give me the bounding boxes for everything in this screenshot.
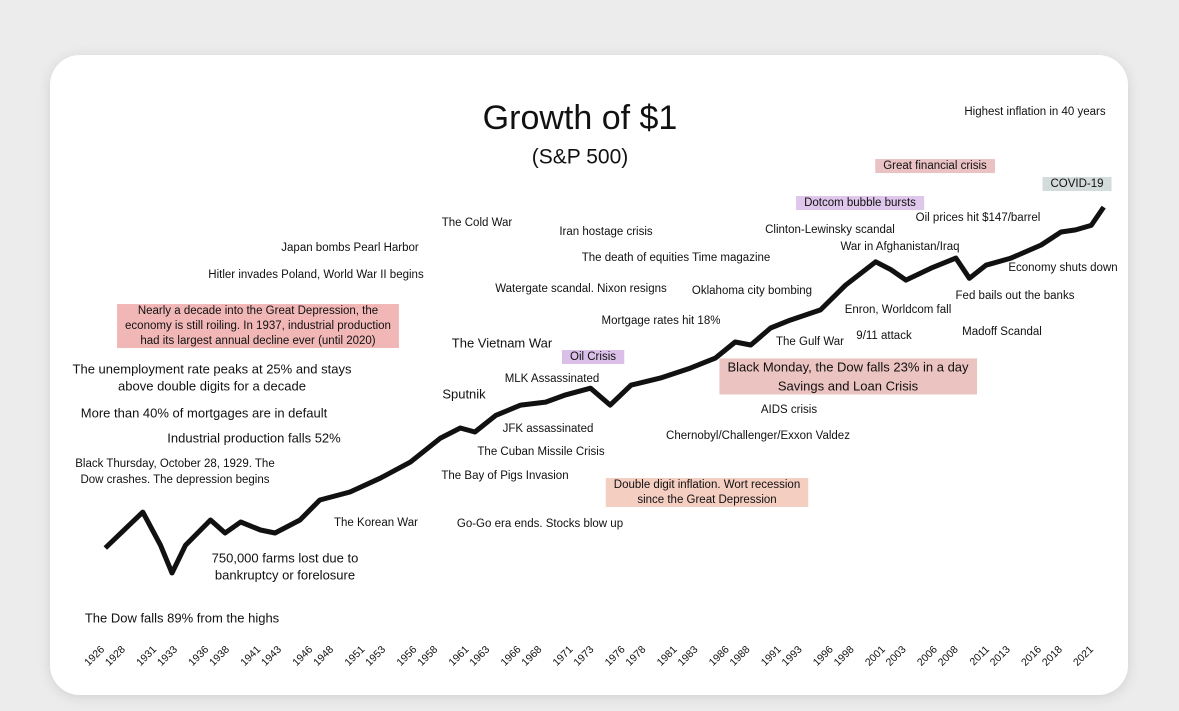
annotation: Madoff Scandal xyxy=(962,326,1042,338)
highlights xyxy=(117,159,1112,508)
annotation: The Dow falls 89% from the highs xyxy=(85,610,280,625)
annotation: The unemployment rate peaks at 25% and s… xyxy=(73,361,352,376)
annotation-highlight xyxy=(605,478,809,508)
annotation: Japan bombs Pearl Harbor xyxy=(281,242,419,254)
card xyxy=(50,55,1128,695)
annotation: Oil prices hit $147/barrel xyxy=(916,212,1041,224)
annotation: Hitler invades Poland, World War II begi… xyxy=(208,269,424,281)
annotation: Fed bails out the banks xyxy=(956,290,1075,302)
annotation: Sputnik xyxy=(442,386,486,401)
annotation-highlight xyxy=(562,350,625,365)
annotation: Chernobyl/Challenger/Exxon Valdez xyxy=(666,430,850,442)
annotation: War in Afghanistan/Iraq xyxy=(840,241,959,253)
annotation: Mortgage rates hit 18% xyxy=(602,315,721,327)
annotation: The death of equities Time magazine xyxy=(582,252,771,264)
annotation-highlight xyxy=(796,196,925,211)
annotation: Economy shuts down xyxy=(1008,262,1117,274)
annotation: economy is still roiling. In 1937, indus… xyxy=(125,320,391,332)
annotation: Go-Go era ends. Stocks blow up xyxy=(457,518,623,530)
annotation: 9/11 attack xyxy=(856,330,912,342)
annotation: JFK assassinated xyxy=(503,423,594,435)
annotation: Double digit inflation. Wort recession xyxy=(614,479,800,491)
annotation: Enron, Worldcom fall xyxy=(845,304,952,316)
annotation: Clinton-Lewinsky scandal xyxy=(765,224,895,236)
annotation: above double digits for a decade xyxy=(118,378,306,393)
annotation: Nearly a decade into the Great Depressio… xyxy=(138,305,378,317)
annotation: The Gulf War xyxy=(776,336,844,348)
annotation: Savings and Loan Crisis xyxy=(778,378,919,393)
annotation: The Vietnam War xyxy=(452,335,553,350)
annotation: bankruptcy or forelosure xyxy=(215,567,355,582)
annotation: AIDS crisis xyxy=(761,404,817,416)
annotation: COVID-19 xyxy=(1050,178,1103,190)
annotation: Dotcom bubble bursts xyxy=(804,197,916,209)
annotation-highlight xyxy=(719,358,978,395)
annotation: Highest inflation in 40 years xyxy=(964,106,1106,118)
annotation: Iran hostage crisis xyxy=(559,226,653,238)
annotation: Industrial production falls 52% xyxy=(167,430,341,445)
annotation: The Bay of Pigs Invasion xyxy=(441,470,568,482)
annotation: had its largest annual decline ever (unt… xyxy=(140,335,375,347)
chart-title: Growth of $1 xyxy=(483,99,678,137)
annotation: MLK Assassinated xyxy=(505,373,600,385)
annotation: Oil Crisis xyxy=(570,351,616,363)
annotation: Oklahoma city bombing xyxy=(692,285,812,297)
annotation: Great financial crisis xyxy=(883,160,987,172)
annotation: 750,000 farms lost due to xyxy=(212,550,359,565)
chart-subtitle: (S&P 500) xyxy=(532,146,629,169)
annotation: Black Monday, the Dow falls 23% in a day xyxy=(727,359,969,374)
annotation: Watergate scandal. Nixon resigns xyxy=(495,283,667,295)
annotation: since the Great Depression xyxy=(637,494,776,506)
annotation: The Cuban Missile Crisis xyxy=(477,446,604,458)
growth-line xyxy=(103,205,1106,576)
annotation-highlight xyxy=(117,304,399,349)
annotation: Black Thursday, October 28, 1929. The xyxy=(75,458,274,470)
annotation-highlight xyxy=(1042,177,1112,192)
annotation: The Cold War xyxy=(442,217,513,229)
annotation-highlight xyxy=(875,159,996,174)
annotation: More than 40% of mortgages are in defaul… xyxy=(81,405,328,420)
annotation: Dow crashes. The depression begins xyxy=(80,474,269,486)
annotation: The Korean War xyxy=(334,517,418,529)
